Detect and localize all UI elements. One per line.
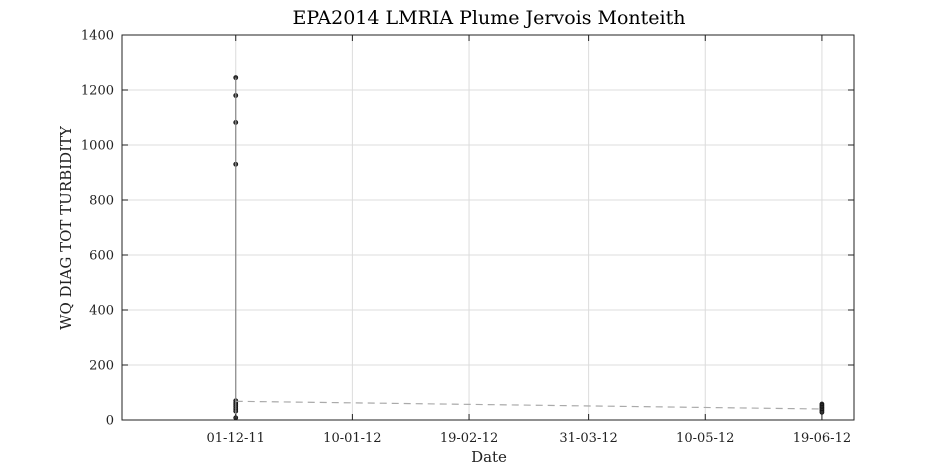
- x-tick-label: 19-06-12: [793, 431, 851, 446]
- axis-ticks: 0 200 400 600 800 1000 1200 1400 01-12-11 10-01-1…: [81, 29, 854, 446]
- y-tick-label: 800: [89, 194, 114, 209]
- series-dashed-line: [235, 400, 822, 410]
- x-tick-label: 31-03-12: [559, 431, 617, 446]
- chart-title: EPA2014 LMRIA Plume Jervois Monteith: [292, 7, 685, 29]
- x-tick-label: 10-01-12: [323, 431, 381, 446]
- data-point: [819, 409, 825, 415]
- y-tick-label: 1200: [81, 84, 114, 99]
- x-tick-label: 01-12-11: [207, 431, 265, 446]
- y-tick-label: 400: [89, 304, 114, 319]
- series-layer: [233, 75, 825, 421]
- grid-lines: [122, 35, 854, 420]
- y-axis-label: WQ DIAG TOT TURBIDITY: [57, 125, 75, 330]
- y-tick-label: 600: [89, 249, 114, 264]
- plot-frame: [121, 34, 855, 421]
- y-tick-label: 200: [89, 359, 114, 374]
- y-tick-label: 1000: [81, 139, 114, 154]
- x-tick-label: 10-05-12: [676, 431, 734, 446]
- y-tick-label: 0: [106, 414, 114, 429]
- x-tick-label: 19-02-12: [440, 431, 498, 446]
- x-axis-label: Date: [471, 448, 507, 466]
- y-tick-label: 1400: [81, 29, 114, 44]
